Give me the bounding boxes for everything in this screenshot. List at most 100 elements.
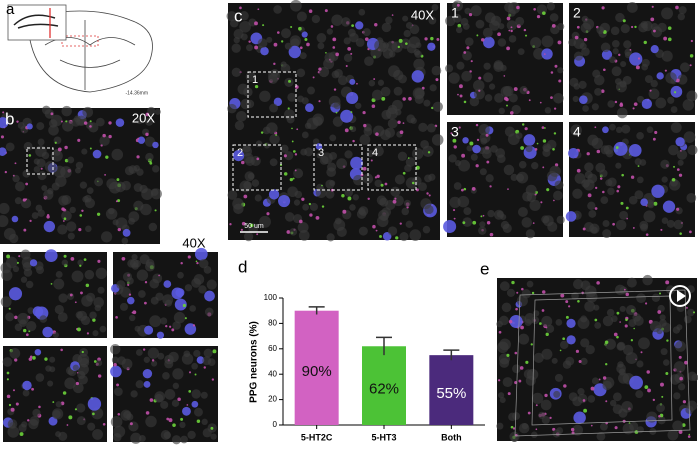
- cell: [489, 232, 494, 237]
- cell: [61, 259, 69, 266]
- cell: [93, 297, 105, 308]
- cell: [289, 178, 293, 182]
- cell: [402, 122, 405, 124]
- cell: [621, 124, 631, 134]
- cell: [180, 261, 183, 265]
- cell: [473, 88, 485, 100]
- cell: [531, 431, 538, 439]
- cell: [350, 126, 357, 133]
- cell: [128, 211, 140, 223]
- cell: [498, 107, 506, 115]
- cell: [478, 76, 482, 80]
- cell: [25, 280, 34, 289]
- cell: [635, 390, 644, 399]
- cell: [12, 174, 20, 183]
- cell: [677, 74, 688, 85]
- cell: [480, 215, 483, 218]
- cell: [587, 193, 592, 198]
- cell: [234, 120, 245, 131]
- cell: [352, 174, 364, 186]
- cell: [283, 172, 288, 176]
- cell: [241, 160, 245, 165]
- cell: [670, 85, 683, 98]
- cell: [52, 410, 61, 419]
- cell: [623, 40, 632, 49]
- cell: [99, 135, 110, 146]
- cell: [650, 79, 658, 88]
- cell: [512, 427, 516, 430]
- cell: [687, 308, 695, 317]
- cell: [61, 210, 72, 222]
- cell: [245, 156, 255, 167]
- cell: [683, 315, 692, 324]
- cell: [387, 226, 398, 236]
- cell: [487, 209, 495, 218]
- cells: [110, 344, 217, 445]
- cell: [507, 8, 516, 17]
- cell: [665, 285, 676, 295]
- cell: [394, 174, 405, 185]
- cell: [501, 302, 512, 313]
- cell: [256, 233, 259, 236]
- cell: [172, 321, 181, 330]
- cell: [334, 68, 343, 78]
- cell: [506, 16, 511, 21]
- cell: [679, 376, 684, 381]
- cell: [293, 199, 301, 206]
- cell: [309, 213, 313, 217]
- cell: [673, 165, 675, 168]
- cell: [87, 397, 102, 411]
- cell: [243, 231, 254, 242]
- cell: [591, 137, 604, 150]
- cell: [656, 403, 665, 413]
- cell: [392, 199, 397, 204]
- cell: [543, 53, 546, 55]
- cell: [611, 39, 620, 48]
- cell: [188, 371, 192, 374]
- cell: [553, 93, 564, 104]
- cell: [503, 164, 515, 176]
- cell: [579, 95, 588, 105]
- cell: [650, 45, 659, 54]
- cell: [461, 70, 472, 82]
- cell: [131, 311, 134, 314]
- panel-label: c: [234, 6, 243, 25]
- cell: [332, 46, 336, 49]
- cell: [637, 165, 640, 167]
- cell: [554, 180, 564, 190]
- cell: [63, 217, 67, 221]
- scale-bar-label: 50 um: [244, 223, 264, 230]
- cell: [676, 168, 680, 171]
- cell: [29, 219, 32, 222]
- cell: [409, 24, 420, 35]
- cell: [35, 145, 47, 157]
- play-button[interactable]: [669, 285, 691, 307]
- cell: [603, 68, 606, 72]
- inset-label: 2: [573, 5, 581, 21]
- cell: [22, 380, 32, 391]
- cell: [399, 222, 402, 225]
- cell: [568, 38, 577, 47]
- cell: [402, 171, 406, 175]
- cell: [518, 333, 530, 345]
- cell: [619, 286, 628, 295]
- cell: [640, 198, 648, 207]
- cell: [499, 396, 506, 404]
- cell: [486, 160, 490, 164]
- cell: [458, 126, 461, 129]
- cell: [149, 398, 154, 402]
- cell: [513, 87, 518, 91]
- cell: [482, 27, 493, 38]
- cell: [23, 328, 27, 333]
- cell: [5, 142, 15, 152]
- cell: [212, 349, 217, 354]
- cell: [686, 90, 698, 102]
- cell: [584, 162, 594, 172]
- cell: [382, 48, 394, 59]
- cell: [145, 411, 150, 415]
- cell: [22, 389, 30, 397]
- play-icon[interactable]: [677, 290, 686, 302]
- cell: [661, 50, 673, 62]
- cell: [517, 207, 528, 218]
- cell: [652, 137, 656, 141]
